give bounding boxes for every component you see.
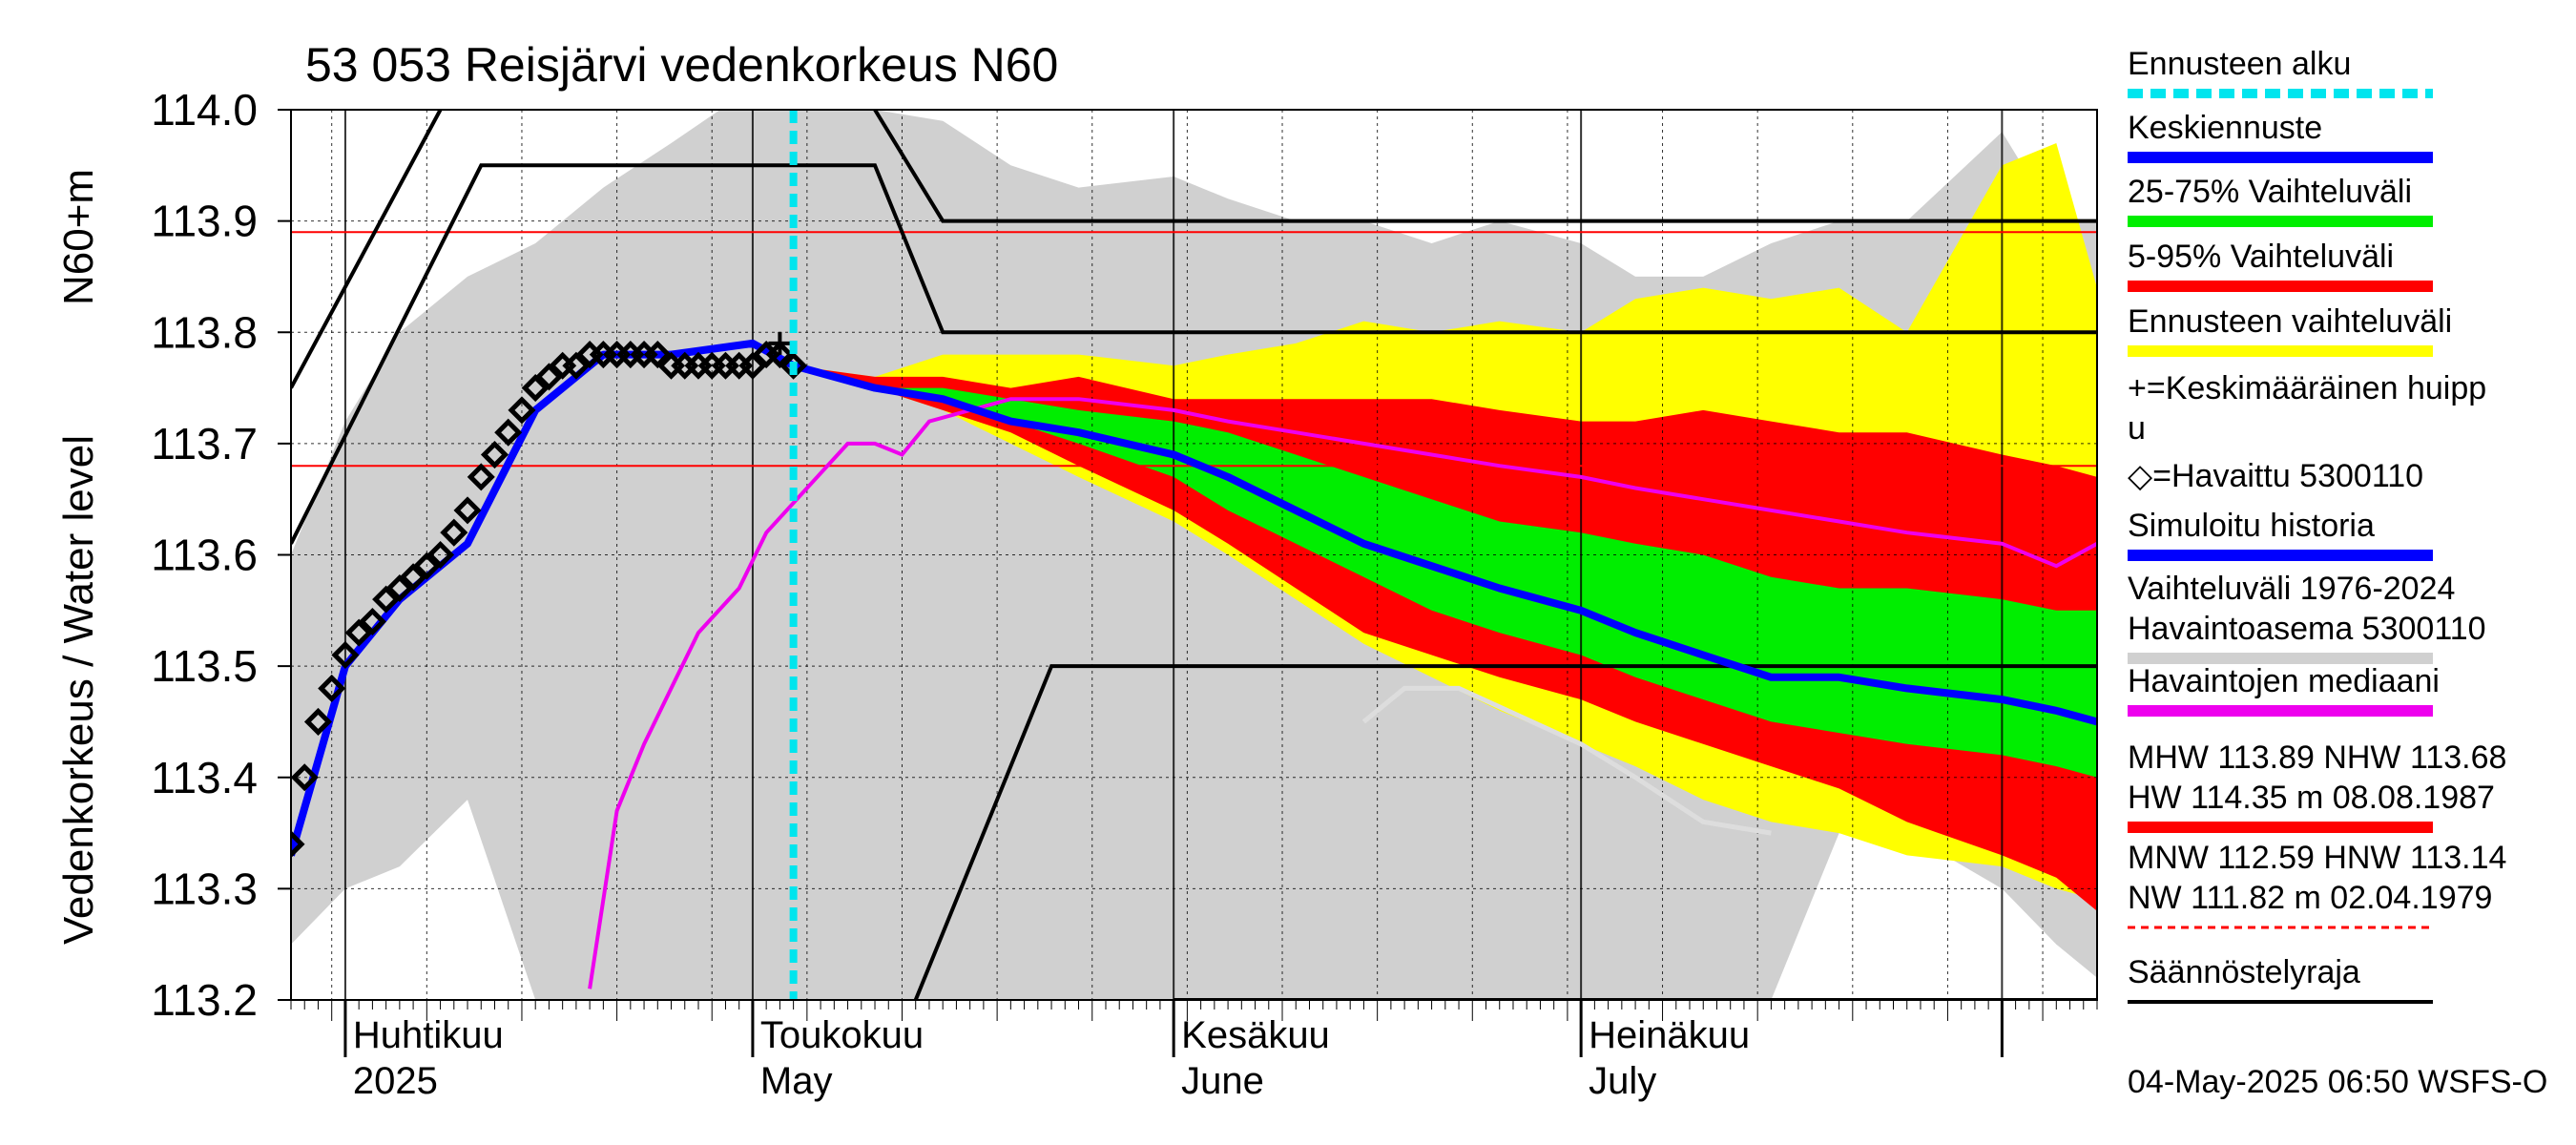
y-tick-label: 113.2 xyxy=(151,975,258,1025)
y-tick-label: 113.7 xyxy=(151,419,258,468)
legend-label-2: u xyxy=(2128,410,2146,447)
y-tick-label: 114.0 xyxy=(151,85,258,135)
observed-point xyxy=(303,707,333,736)
observed-point xyxy=(480,441,509,469)
mean-peak-marker xyxy=(768,331,792,355)
observed-point xyxy=(412,552,441,580)
regulation-limit-upper-steep xyxy=(291,110,443,389)
legend-label: Ennusteen alku xyxy=(2128,46,2351,82)
historical-low-line xyxy=(1361,685,1772,836)
y-tick-label: 113.8 xyxy=(151,307,258,357)
legend: Ennusteen alku Keskiennuste 25-75% Vaihtel… xyxy=(2128,46,2506,1004)
legend-label: 25-75% Vaihteluväli xyxy=(2128,174,2412,210)
observed-point xyxy=(453,496,482,525)
observed-point xyxy=(399,563,427,592)
y-axis-unit: N60+m xyxy=(55,169,102,305)
timestamp-label: 04-May-2025 06:50 WSFS-O xyxy=(2128,1064,2547,1100)
median-line xyxy=(588,397,2097,989)
y-tick-label: 113.3 xyxy=(151,864,258,913)
legend-label: MHW 113.89 NHW 113.68 xyxy=(2128,739,2506,776)
regulation-limit-upper-high xyxy=(873,110,2097,223)
legend-label: 5-95% Vaihteluväli xyxy=(2128,239,2394,275)
legend-label: Havaintojen mediaani xyxy=(2128,663,2440,699)
y-tick-label: 113.9 xyxy=(151,197,258,246)
legend-label-2: HW 114.35 m 08.08.1987 xyxy=(2128,780,2495,816)
x-month-label-en: May xyxy=(760,1060,833,1102)
legend-label: +=Keskimääräinen huipp xyxy=(2128,370,2486,406)
observed-point xyxy=(765,341,794,369)
x-month-label-en: June xyxy=(1181,1060,1264,1102)
legend-label: Vaihteluväli 1976-2024 xyxy=(2128,571,2455,607)
observed-point xyxy=(385,573,414,603)
x-month-label: Kesäkuu xyxy=(1181,1014,1330,1056)
band-5-95 xyxy=(793,365,2097,911)
x-month-label: Huhtikuu xyxy=(353,1014,504,1056)
legend-label: Säännöstelyraja xyxy=(2128,954,2360,990)
legend-label-2: Havaintoasema 5300110 xyxy=(2128,611,2486,647)
y-tick-label: 113.4 xyxy=(151,753,258,802)
lines-layer xyxy=(291,110,2097,1000)
observed-point xyxy=(318,674,346,702)
legend-label: ◇=Havaittu 5300110 xyxy=(2128,458,2423,494)
observed-point xyxy=(344,618,373,647)
x-month-label: Toukokuu xyxy=(760,1014,924,1056)
regulation-limit-upper xyxy=(291,163,2097,545)
legend-label: MNW 112.59 HNW 113.14 xyxy=(2128,840,2506,876)
y-tick-label: 113.5 xyxy=(151,641,258,691)
observed-point xyxy=(521,374,550,403)
observed-point xyxy=(534,363,563,391)
chart-title: 53 053 Reisjärvi vedenkorkeus N60 xyxy=(305,38,1058,92)
legend-label: Ennusteen vaihteluväli xyxy=(2128,303,2452,340)
observed-point xyxy=(331,640,360,669)
observed-point xyxy=(467,463,495,491)
y-axis-label: Vedenkorkeus / Water level xyxy=(55,435,102,945)
observed-point xyxy=(372,585,401,614)
simulated-forecast-line xyxy=(291,339,2097,857)
axes-layer: 113.2 113.3 113.4 113.5 113.6 113.7 113.8 113.9… xyxy=(151,85,2098,1102)
observed-point xyxy=(440,518,468,547)
observed-point xyxy=(562,351,591,380)
observed-point xyxy=(738,351,767,380)
plot-frame xyxy=(290,109,2098,1001)
observed-point xyxy=(358,607,386,636)
x-month-label-en: 2025 xyxy=(353,1060,438,1102)
observed-point xyxy=(291,763,319,792)
observed-point xyxy=(426,540,455,570)
observed-point xyxy=(291,830,305,859)
y-tick-label: 113.6 xyxy=(151,531,258,580)
legend-label: Keskiennuste xyxy=(2128,110,2322,146)
legend-label-2: NW 111.82 m 02.04.1979 xyxy=(2128,880,2492,916)
observed-point xyxy=(494,418,523,447)
x-month-label: Heinäkuu xyxy=(1589,1014,1750,1056)
observed-point xyxy=(779,351,808,380)
observed-point xyxy=(643,341,672,369)
bands-layer xyxy=(291,110,2097,1000)
legend-label: Simuloitu historia xyxy=(2128,508,2375,544)
observed-point xyxy=(508,396,536,425)
x-month-label-en: July xyxy=(1589,1060,1656,1102)
